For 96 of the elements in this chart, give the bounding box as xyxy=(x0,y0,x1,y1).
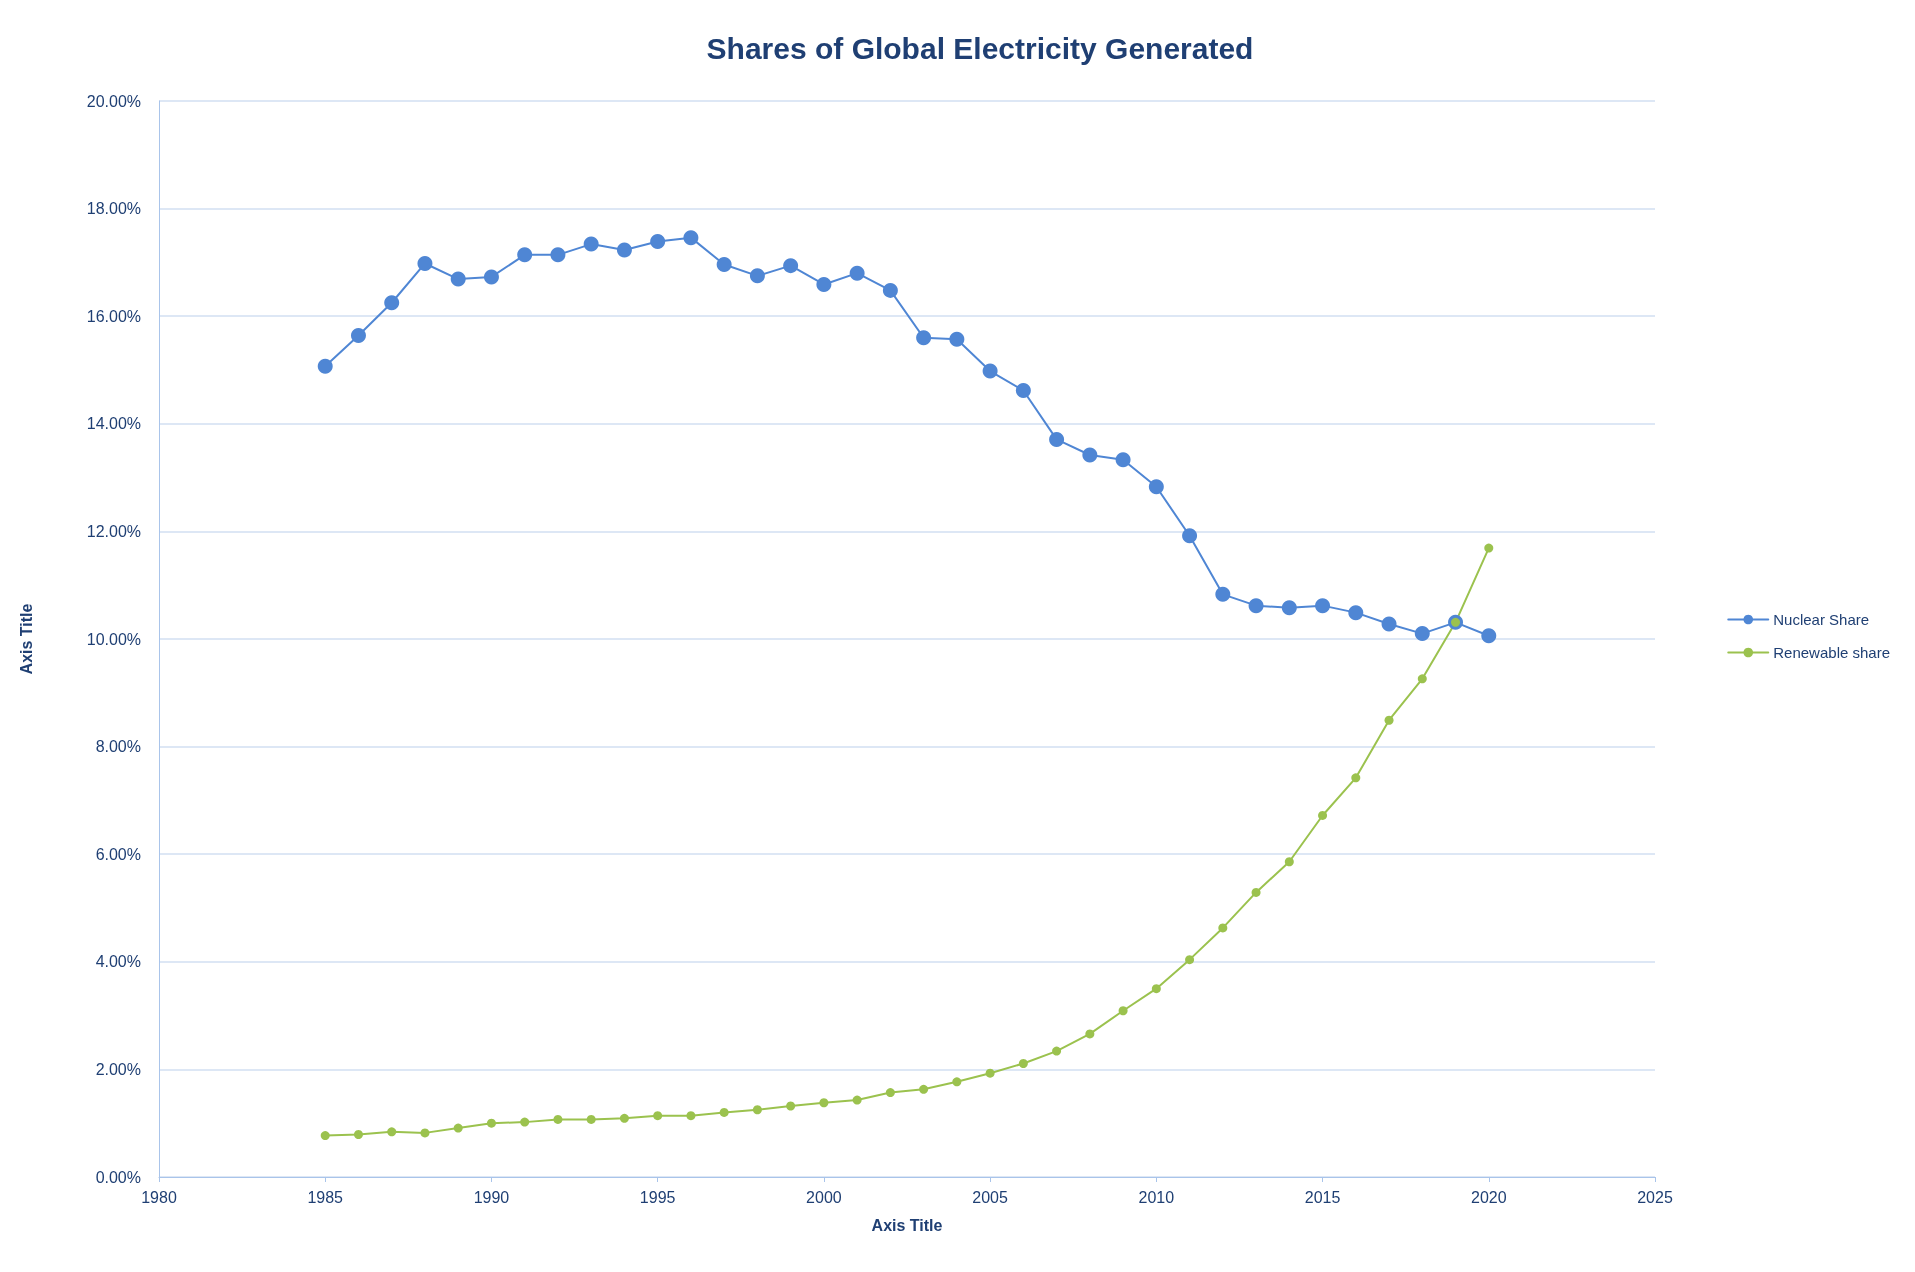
point xyxy=(783,258,799,274)
y-tick-label: 10.00% xyxy=(86,630,141,648)
point xyxy=(619,1113,629,1123)
point xyxy=(1018,1058,1028,1068)
x-tick-label: 2020 xyxy=(1470,1188,1507,1206)
x-tick-label: 1985 xyxy=(307,1188,344,1206)
y-tick-label: 20.00% xyxy=(86,92,141,110)
point xyxy=(1481,628,1497,644)
point xyxy=(1218,923,1228,933)
x-tick-label: 2025 xyxy=(1637,1188,1673,1206)
point xyxy=(882,282,898,298)
point xyxy=(1182,528,1198,544)
x-tick-label: 1980 xyxy=(141,1188,177,1206)
y-tick-label: 18.00% xyxy=(86,200,141,218)
point xyxy=(1082,447,1098,463)
point xyxy=(885,1088,895,1098)
x-tick-label: 1995 xyxy=(639,1188,676,1206)
point xyxy=(952,1077,962,1087)
point xyxy=(683,230,699,246)
y-tick-label: 8.00% xyxy=(95,738,141,756)
point xyxy=(653,1111,663,1121)
y-tick-label: 16.00% xyxy=(86,307,141,325)
y-tick-label: 14.00% xyxy=(86,415,141,433)
point xyxy=(1251,887,1261,897)
x-axis-title: Axis Title xyxy=(871,1216,943,1234)
y-tick-label: 12.00% xyxy=(86,522,141,540)
y-tick-label: 4.00% xyxy=(95,953,141,971)
point xyxy=(1384,715,1394,725)
x-tick-label: 2015 xyxy=(1304,1188,1341,1206)
point xyxy=(1085,1029,1095,1039)
point xyxy=(387,1127,397,1137)
point xyxy=(583,236,599,252)
point xyxy=(849,265,865,281)
point xyxy=(483,269,499,285)
point xyxy=(985,1068,995,1078)
point xyxy=(1148,479,1164,495)
point xyxy=(353,1130,363,1139)
point xyxy=(586,1114,596,1124)
legend-label: Nuclear Share xyxy=(1773,611,1870,628)
point xyxy=(553,1114,563,1124)
point xyxy=(719,1107,729,1117)
point xyxy=(350,328,366,344)
point xyxy=(317,358,333,374)
chart-title: Shares of Global Electricity Generated xyxy=(706,31,1254,65)
point xyxy=(517,247,533,263)
point xyxy=(1052,1046,1062,1056)
point xyxy=(1348,605,1364,621)
point xyxy=(1414,626,1430,642)
legend-label: Renewable share xyxy=(1773,644,1891,661)
point xyxy=(816,276,832,292)
point xyxy=(1284,857,1294,867)
point xyxy=(1351,773,1361,783)
point xyxy=(1151,984,1161,994)
point xyxy=(520,1117,530,1127)
point xyxy=(752,1105,762,1115)
x-tick-label: 1990 xyxy=(473,1188,510,1206)
point xyxy=(786,1101,796,1111)
point xyxy=(1049,431,1065,447)
y-tick-label: 6.00% xyxy=(95,845,141,863)
point xyxy=(686,1111,696,1121)
point xyxy=(852,1095,862,1105)
point xyxy=(1318,810,1328,820)
point xyxy=(716,257,732,273)
point xyxy=(420,1128,430,1138)
point xyxy=(384,295,400,311)
point xyxy=(1115,452,1131,468)
point xyxy=(919,1084,929,1094)
point xyxy=(1215,586,1231,602)
y-tick-label: 0.00% xyxy=(95,1168,141,1186)
point xyxy=(450,271,466,287)
point xyxy=(916,330,932,346)
point xyxy=(1484,543,1494,553)
point xyxy=(1417,674,1427,684)
point xyxy=(1185,955,1195,965)
point xyxy=(1381,616,1397,632)
y-tick-label: 2.00% xyxy=(95,1060,141,1078)
point xyxy=(982,363,998,379)
x-tick-label: 2010 xyxy=(1138,1188,1175,1206)
point xyxy=(1248,598,1264,614)
x-tick-label: 2000 xyxy=(806,1188,842,1206)
point xyxy=(1315,598,1331,614)
point xyxy=(949,331,965,347)
point xyxy=(1281,600,1297,616)
point xyxy=(550,247,566,263)
point xyxy=(1118,1006,1128,1016)
point xyxy=(749,268,765,284)
point xyxy=(1015,382,1031,398)
point xyxy=(650,233,666,249)
point xyxy=(417,255,433,271)
point xyxy=(453,1123,463,1133)
point xyxy=(616,242,632,258)
point xyxy=(819,1098,829,1108)
point xyxy=(320,1131,330,1141)
point xyxy=(486,1118,496,1128)
x-tick-label: 2005 xyxy=(972,1188,1009,1206)
y-axis-title: Axis Title xyxy=(17,603,35,675)
